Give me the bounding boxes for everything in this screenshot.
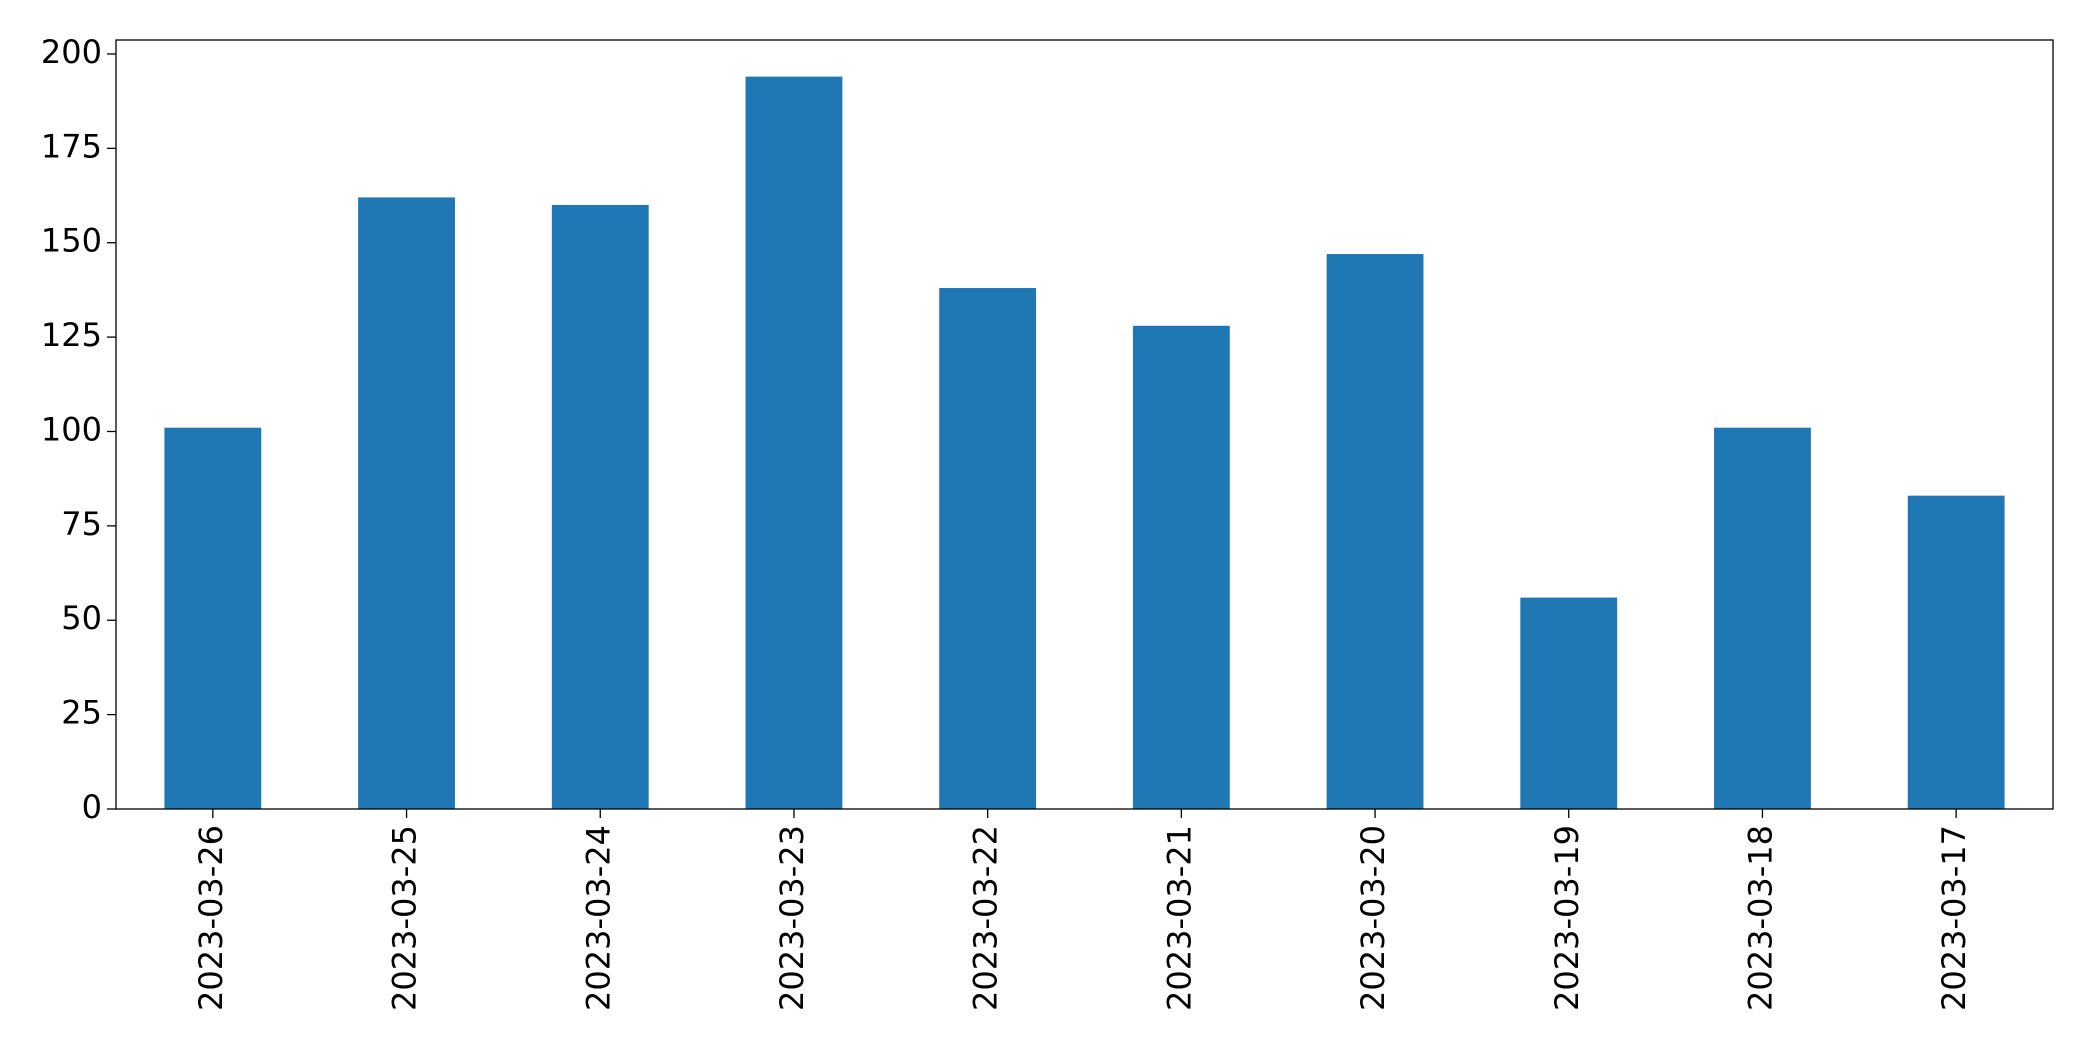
y-tick-label: 100 xyxy=(41,410,102,448)
x-tick-label: 2023-03-19 xyxy=(1548,825,1586,1011)
y-tick-label: 25 xyxy=(61,694,102,732)
x-tick-label: 2023-03-25 xyxy=(386,825,424,1011)
bar xyxy=(1714,427,1811,809)
x-tick-label: 2023-03-21 xyxy=(1160,825,1198,1011)
x-tick-label: 2023-03-22 xyxy=(967,825,1005,1011)
x-tick-label: 2023-03-23 xyxy=(773,825,811,1011)
x-tick-label: 2023-03-26 xyxy=(192,825,230,1011)
bar xyxy=(939,288,1037,810)
x-tick-label: 2023-03-24 xyxy=(579,825,617,1011)
y-tick-label: 150 xyxy=(41,222,102,260)
bar xyxy=(1132,325,1230,809)
plot-frame xyxy=(115,39,2054,810)
bar xyxy=(1520,597,1618,809)
y-tick-label: 175 xyxy=(41,127,102,165)
y-tick-label: 75 xyxy=(61,505,102,543)
y-tick-label: 200 xyxy=(41,33,102,71)
bar xyxy=(358,197,455,810)
x-tick-label: 2023-03-20 xyxy=(1354,825,1392,1011)
bar xyxy=(551,204,649,809)
bar xyxy=(1907,495,2005,809)
bar xyxy=(1326,254,1424,810)
bar xyxy=(745,76,843,810)
bar xyxy=(164,427,262,809)
y-tick-label: 50 xyxy=(61,599,102,637)
y-tick-label: 0 xyxy=(82,788,102,826)
y-tick-label: 125 xyxy=(41,316,102,354)
x-tick-label: 2023-03-18 xyxy=(1741,825,1779,1011)
x-tick-label: 2023-03-17 xyxy=(1935,825,1973,1011)
